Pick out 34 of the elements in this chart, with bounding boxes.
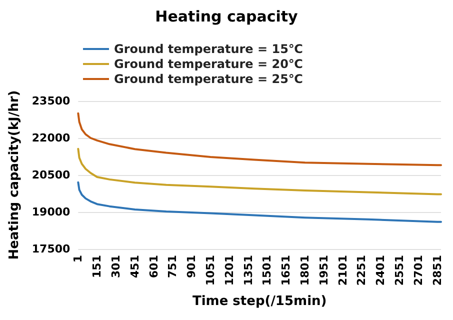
x-tick-label: 1951 [317, 255, 330, 286]
legend-label: Ground temperature = 20℃ [114, 57, 303, 71]
chart-title: Heating capacity [155, 8, 298, 26]
x-tick-label: 451 [128, 255, 142, 278]
x-tick-label: 151 [90, 255, 104, 278]
x-tick-label: 1801 [298, 255, 312, 286]
x-tick-label: 1651 [280, 255, 293, 286]
line-series [77, 112, 442, 166]
line-series [77, 148, 442, 196]
x-tick-label: 751 [166, 255, 180, 278]
x-tick-label: 901 [185, 255, 198, 278]
y-tick-label: 20500 [32, 168, 71, 182]
x-tick-label: 1351 [242, 255, 255, 286]
x-tick-label: 1201 [222, 255, 236, 286]
x-tick-label: 2401 [374, 255, 388, 286]
y-tick-label: 17500 [32, 242, 71, 256]
x-tick-label: 2551 [393, 255, 406, 286]
y-tick-label: 23500 [32, 94, 71, 108]
x-tick-label: 2101 [336, 255, 350, 286]
legend-label: Ground temperature = 25℃ [114, 72, 303, 86]
x-tick-label: 1051 [204, 255, 217, 286]
y-axis-title: Heating capacity(kJ/hr) [7, 90, 22, 260]
x-tick-label: 1501 [260, 255, 274, 286]
x-tick-label: 301 [109, 255, 122, 278]
legend-label: Ground temperature = 15℃ [114, 42, 303, 56]
x-tick-label: 601 [147, 255, 160, 278]
x-tick-label: 2851 [430, 255, 444, 286]
x-axis-title: Time step(/15min) [192, 294, 327, 309]
y-tick-label: 22000 [32, 132, 71, 144]
x-tick-label: 2701 [412, 255, 425, 286]
line-series [77, 181, 442, 223]
x-tick-label: 1 [72, 255, 85, 263]
y-tick-label: 19000 [32, 206, 71, 218]
x-tick-label: 2251 [355, 255, 368, 286]
